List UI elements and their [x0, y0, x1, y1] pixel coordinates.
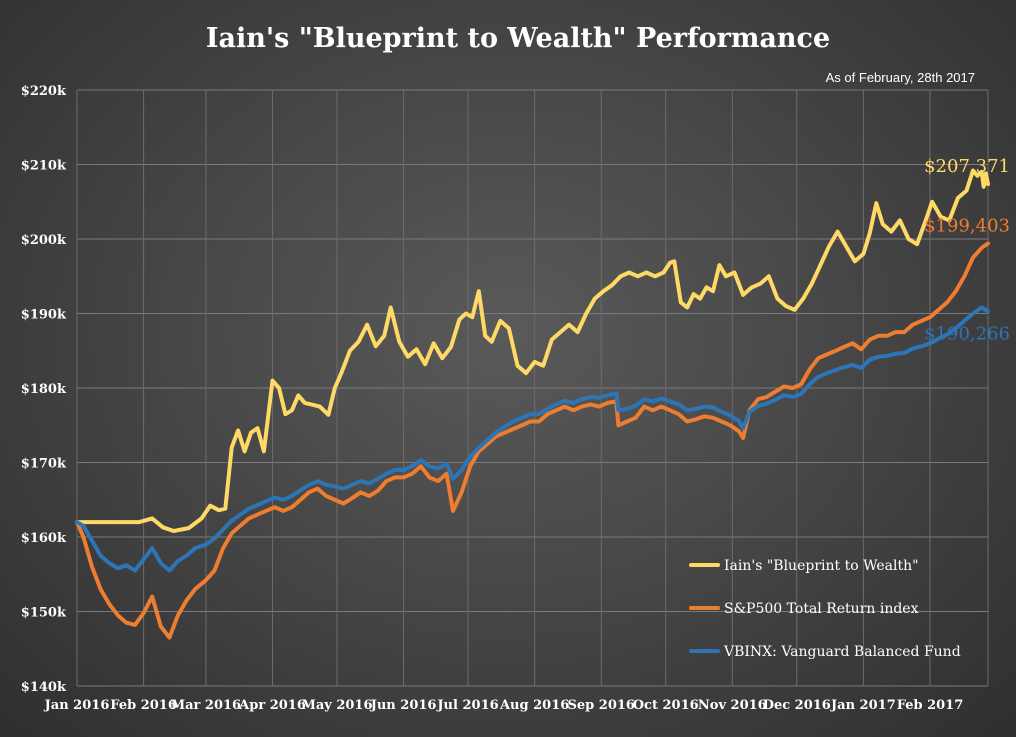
x-tick-label: Apr 2016: [238, 698, 306, 713]
y-tick-label: $210k: [21, 159, 67, 174]
end-value-labels: $207,371 $199,403 $190,266: [924, 156, 1010, 344]
end-value-label-1: $199,403: [924, 215, 1010, 236]
y-tick-label: $150k: [21, 606, 67, 621]
series-lines: [75, 168, 990, 640]
x-tick-label: Oct 2016: [633, 698, 699, 713]
y-tick-label: $180k: [21, 382, 67, 397]
legend-label-1: S&P500 Total Return index: [724, 601, 919, 617]
chart-title: Iain's "Blueprint to Wealth" Performance: [206, 23, 830, 54]
series-line-2: [75, 305, 990, 573]
x-tick-label: Jul 2016: [436, 698, 498, 713]
gridlines: [76, 89, 989, 687]
x-tick-label: Jan 2016: [44, 698, 110, 713]
x-tick-label: Nov 2016: [698, 698, 767, 713]
x-tick-label: Feb 2016: [110, 698, 177, 713]
y-tick-label: $220k: [21, 84, 67, 99]
legend: Iain's "Blueprint to Wealth" S&P500 Total…: [689, 558, 961, 660]
x-tick-label: Dec 2016: [763, 698, 831, 713]
y-tick-label: $140k: [21, 680, 67, 695]
legend-label-0: Iain's "Blueprint to Wealth": [724, 558, 919, 574]
y-tick-label: $200k: [21, 233, 67, 248]
x-tick-label: Jun 2016: [370, 698, 437, 713]
end-value-label-2: $190,266: [924, 324, 1010, 345]
legend-label-2: VBINX: Vanguard Balanced Fund: [723, 644, 961, 660]
series-line-1: [75, 241, 990, 640]
end-value-label-0: $207,371: [924, 156, 1010, 177]
x-tick-label: Sep 2016: [568, 698, 635, 713]
y-tick-label: $190k: [21, 308, 67, 323]
x-tick-label: Mar 2016: [171, 698, 241, 713]
x-tick-label: May 2016: [301, 698, 372, 713]
chart-subtitle: As of February, 28th 2017: [826, 70, 975, 85]
x-tick-label: Feb 2017: [897, 698, 964, 713]
y-tick-label: $160k: [21, 531, 67, 546]
x-tick-label: Jan 2017: [830, 698, 896, 713]
x-tick-label: Aug 2016: [499, 698, 569, 713]
y-tick-label: $170k: [21, 457, 67, 472]
axes: $140k $150k $160k $170k $180k $190k $200k $210k…: [21, 84, 963, 713]
series-line-0: [75, 168, 990, 533]
